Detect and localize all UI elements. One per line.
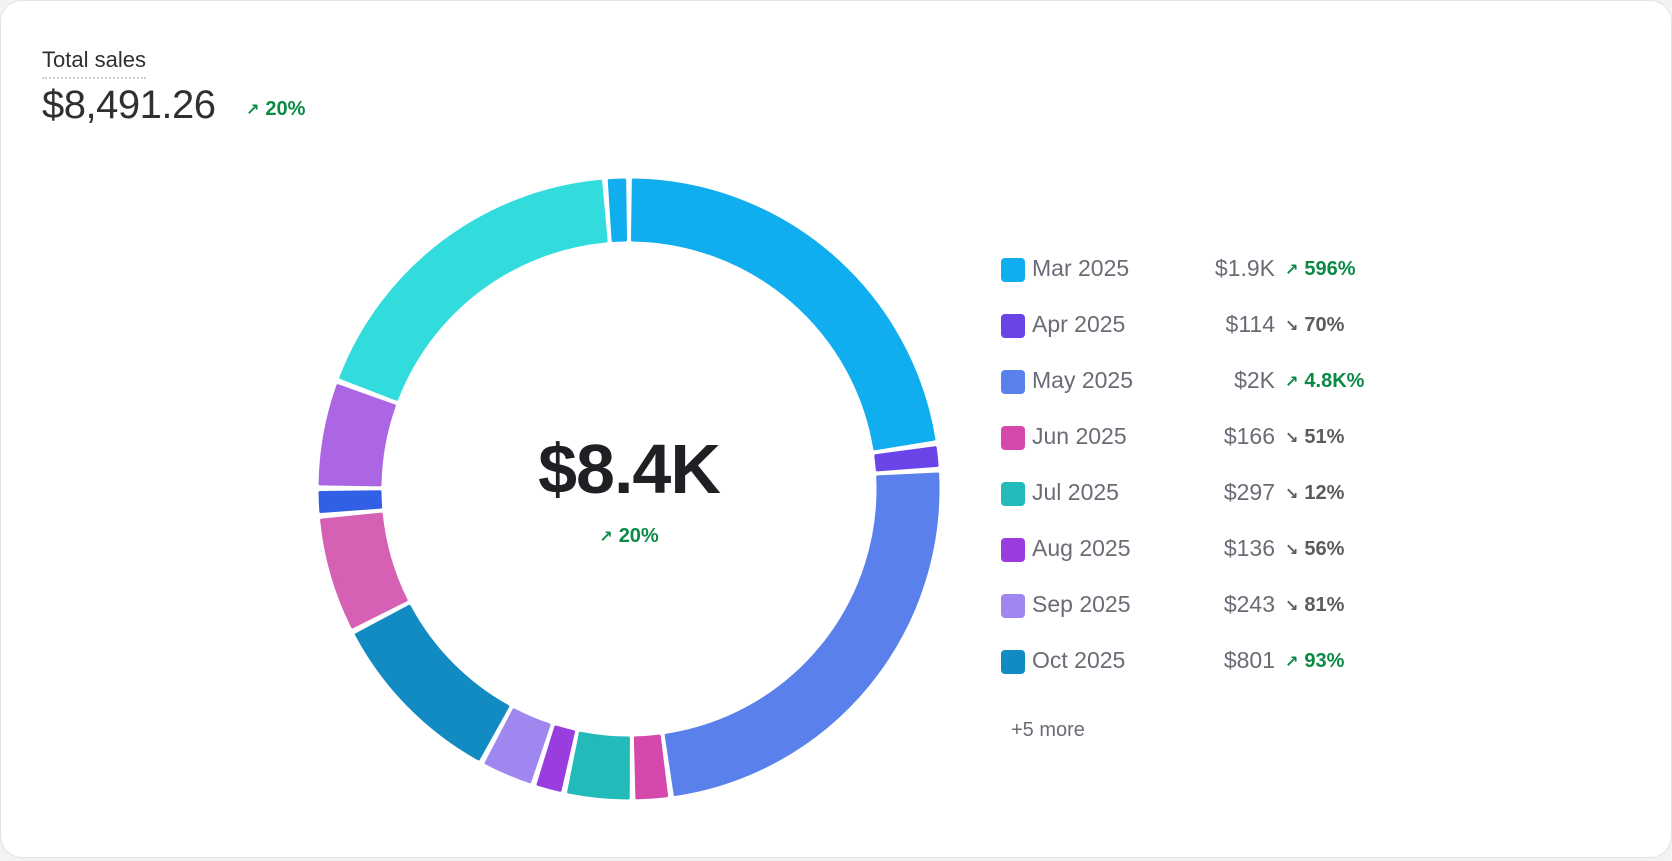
arrow-down-right-icon: ↘: [1285, 430, 1299, 447]
legend: Mar 2025 $1.9K ↗ 596% Apr 2025 $114 ↘ 70% …: [1001, 255, 1421, 703]
legend-value: $166: [1223, 423, 1275, 449]
arrow-up-right-icon: ↗: [1285, 374, 1299, 391]
legend-change: ↗ 93%: [1285, 650, 1344, 673]
legend-item[interactable]: Jun 2025 $166 ↘ 51%: [1001, 423, 1421, 479]
arrow-down-right-icon: ↘: [1285, 542, 1299, 559]
center-change-value: 20%: [618, 525, 659, 547]
legend-change: ↘ 81%: [1285, 594, 1344, 617]
legend-label: Aug 2025: [1032, 535, 1131, 561]
legend-value: $243: [1223, 591, 1275, 617]
legend-item[interactable]: Apr 2025 $114 ↘ 70%: [1001, 311, 1421, 367]
legend-item[interactable]: Jul 2025 $297 ↘ 12%: [1001, 479, 1421, 535]
legend-item[interactable]: Mar 2025 $1.9K ↗ 596%: [1001, 255, 1421, 311]
arrow-up-right-icon: ↗: [1285, 262, 1299, 279]
donut-segment[interactable]: [318, 384, 396, 487]
donut-segment[interactable]: [354, 604, 510, 761]
legend-swatch: [1001, 314, 1025, 338]
legend-change-value: 596%: [1304, 258, 1356, 280]
legend-change: ↘ 70%: [1285, 314, 1344, 337]
legend-value: $114: [1225, 311, 1275, 337]
donut-segment[interactable]: [664, 472, 940, 797]
arrow-down-right-icon: ↘: [1285, 486, 1299, 503]
legend-change-value: 4.8K%: [1304, 370, 1365, 392]
legend-label: Apr 2025: [1032, 311, 1126, 337]
legend-value: $1.9K: [1214, 255, 1275, 281]
arrow-up-right-icon: ↗: [599, 529, 613, 546]
arrow-down-right-icon: ↘: [1285, 598, 1299, 615]
legend-change-value: 56%: [1304, 538, 1345, 560]
donut-segment[interactable]: [536, 725, 576, 792]
legend-swatch: [1001, 650, 1025, 674]
legend-label: Jul 2025: [1032, 479, 1119, 505]
legend-value: $2K: [1234, 367, 1275, 393]
donut-segment[interactable]: [874, 446, 939, 472]
donut-center-value: $8.4K: [538, 430, 721, 508]
arrow-up-right-icon: ↗: [1285, 654, 1299, 671]
legend-change: ↘ 56%: [1285, 538, 1344, 561]
donut-segment[interactable]: [318, 490, 383, 514]
legend-item[interactable]: Sep 2025 $243 ↘ 81%: [1001, 591, 1421, 647]
more-items-link[interactable]: +5 more: [1011, 719, 1085, 741]
legend-label: Jun 2025: [1032, 423, 1127, 449]
donut-center-change: ↗ 20%: [529, 525, 729, 548]
legend-label: May 2025: [1032, 367, 1134, 393]
arrow-up-right-icon: ↗: [246, 102, 260, 119]
legend-item[interactable]: Aug 2025 $136 ↘ 56%: [1001, 535, 1421, 591]
legend-swatch: [1001, 594, 1025, 618]
legend-swatch: [1001, 538, 1025, 562]
legend-value: $136: [1223, 535, 1275, 561]
donut-segment[interactable]: [484, 708, 551, 784]
legend-item[interactable]: May 2025 $2K ↗ 4.8K%: [1001, 367, 1421, 423]
donut-segment[interactable]: [567, 731, 630, 800]
legend-change: ↘ 51%: [1285, 426, 1344, 449]
legend-label: Sep 2025: [1032, 591, 1131, 617]
legend-swatch: [1001, 482, 1025, 506]
legend-item[interactable]: Oct 2025 $801 ↗ 93%: [1001, 647, 1421, 703]
legend-change: ↘ 12%: [1285, 482, 1344, 505]
legend-swatch: [1001, 258, 1025, 282]
total-sales-value: $8,491.26: [42, 83, 216, 127]
legend-swatch: [1001, 370, 1025, 394]
donut-segment[interactable]: [630, 178, 936, 451]
legend-change-value: 70%: [1304, 314, 1345, 336]
legend-label: Oct 2025: [1032, 647, 1126, 673]
donut-segment[interactable]: [320, 512, 408, 629]
legend-change: ↗ 596%: [1285, 258, 1356, 281]
total-change-badge: ↗ 20%: [246, 98, 305, 121]
card-title[interactable]: Total sales: [42, 47, 146, 79]
donut-segment[interactable]: [633, 734, 669, 800]
donut-segment[interactable]: [607, 178, 628, 243]
legend-change-value: 12%: [1304, 482, 1345, 504]
legend-label: Mar 2025: [1032, 255, 1130, 281]
legend-change: ↗ 4.8K%: [1285, 370, 1364, 393]
legend-value: $297: [1223, 479, 1275, 505]
donut-segment[interactable]: [339, 179, 608, 401]
legend-swatch: [1001, 426, 1025, 450]
legend-change-value: 51%: [1304, 426, 1345, 448]
total-change-value: 20%: [265, 98, 306, 120]
legend-change-value: 93%: [1304, 650, 1345, 672]
legend-value: $801: [1223, 647, 1275, 673]
arrow-down-right-icon: ↘: [1285, 318, 1299, 335]
legend-change-value: 81%: [1304, 594, 1345, 616]
